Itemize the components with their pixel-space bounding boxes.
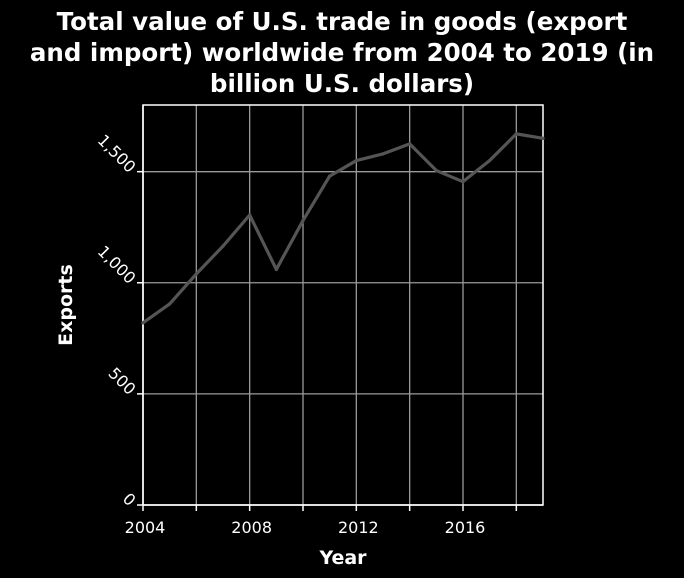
- y-tick-label-500: 500: [105, 364, 140, 399]
- y-tick-label-1500: 1,500: [94, 131, 140, 177]
- data-point-2011: [328, 174, 332, 178]
- series-line-exports: [141, 132, 545, 325]
- chart-title-line-2: and import) worldwide from 2004 to 2019 …: [30, 38, 654, 67]
- data-point-2018: [514, 132, 518, 136]
- data-point-2004: [141, 321, 145, 325]
- y-axis-ticks: 0 500 1,000 1,500: [94, 131, 143, 510]
- x-tick-label-2016: 2016: [445, 518, 486, 537]
- data-point-2014: [408, 142, 412, 146]
- data-point-2005: [168, 302, 172, 306]
- y-tick-label-0: 0: [119, 489, 140, 510]
- data-point-2010: [301, 218, 305, 223]
- data-point-2008: [248, 213, 252, 217]
- x-tick-label-2008: 2008: [231, 518, 272, 537]
- series-lines: [141, 132, 545, 325]
- data-point-2017: [488, 158, 492, 163]
- data-point-2013: [381, 152, 385, 156]
- x-axis-ticks: 2004 2008 2012 2016: [125, 505, 518, 537]
- chart-title-line-1: Total value of U.S. trade in goods (expo…: [57, 7, 628, 36]
- data-point-2012: [354, 158, 358, 163]
- x-tick-label-2004: 2004: [125, 518, 166, 537]
- chart-title: Total value of U.S. trade in goods (expo…: [30, 7, 654, 98]
- x-tick-label-2012: 2012: [338, 518, 379, 537]
- data-point-2007: [221, 244, 225, 248]
- data-point-2019: [541, 136, 545, 140]
- data-point-2006: [194, 272, 198, 276]
- x-axis-label: Year: [318, 547, 367, 569]
- data-point-2015: [434, 168, 438, 173]
- chart-title-line-3: billion U.S. dollars): [210, 69, 474, 98]
- data-point-2009: [274, 267, 278, 272]
- y-tick-label-1000: 1,000: [94, 242, 140, 288]
- y-axis-label: Exports: [55, 264, 77, 346]
- data-point-2016: [461, 180, 465, 184]
